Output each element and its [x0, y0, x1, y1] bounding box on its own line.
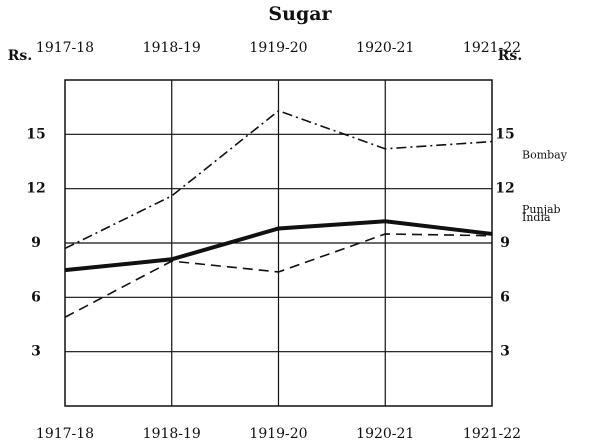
x-tick-label: 1920-21: [356, 426, 414, 442]
x-tick-label-top: 1921-22: [463, 40, 521, 56]
chart-title: Sugar: [268, 3, 332, 25]
x-tick-label: 1917-18: [36, 426, 94, 442]
y-tick-label-right: 12: [495, 181, 514, 197]
y-tick-label: 9: [31, 235, 41, 251]
y-tick-label: 3: [31, 344, 41, 360]
y-axis-label-right: Rs.: [498, 48, 522, 64]
series-line: [64, 219, 493, 273]
series-label: Bombay: [522, 149, 568, 162]
y-tick-label-right: 9: [500, 235, 510, 251]
y-tick-label: 15: [26, 126, 45, 142]
series-label: India: [522, 211, 551, 224]
series-line: [64, 233, 493, 318]
x-tick-label-top: 1917-18: [36, 40, 94, 56]
y-tick-label-right: 6: [500, 289, 510, 305]
y-tick-label: 12: [26, 181, 45, 197]
x-tick-label-top: 1918-19: [143, 40, 201, 56]
y-tick-label-right: 15: [495, 126, 514, 142]
y-tick-label: 6: [31, 289, 41, 305]
x-tick-label-top: 1919-20: [249, 40, 307, 56]
x-tick-label-top: 1920-21: [356, 40, 414, 56]
y-axis-label-left: Rs.: [8, 48, 32, 64]
series-line: [64, 109, 493, 250]
y-tick-label-right: 3: [500, 344, 510, 360]
x-tick-label: 1919-20: [249, 426, 307, 442]
x-tick-label: 1918-19: [143, 426, 201, 442]
series-label: Punjab: [522, 203, 561, 216]
x-tick-label: 1921-22: [463, 426, 521, 442]
